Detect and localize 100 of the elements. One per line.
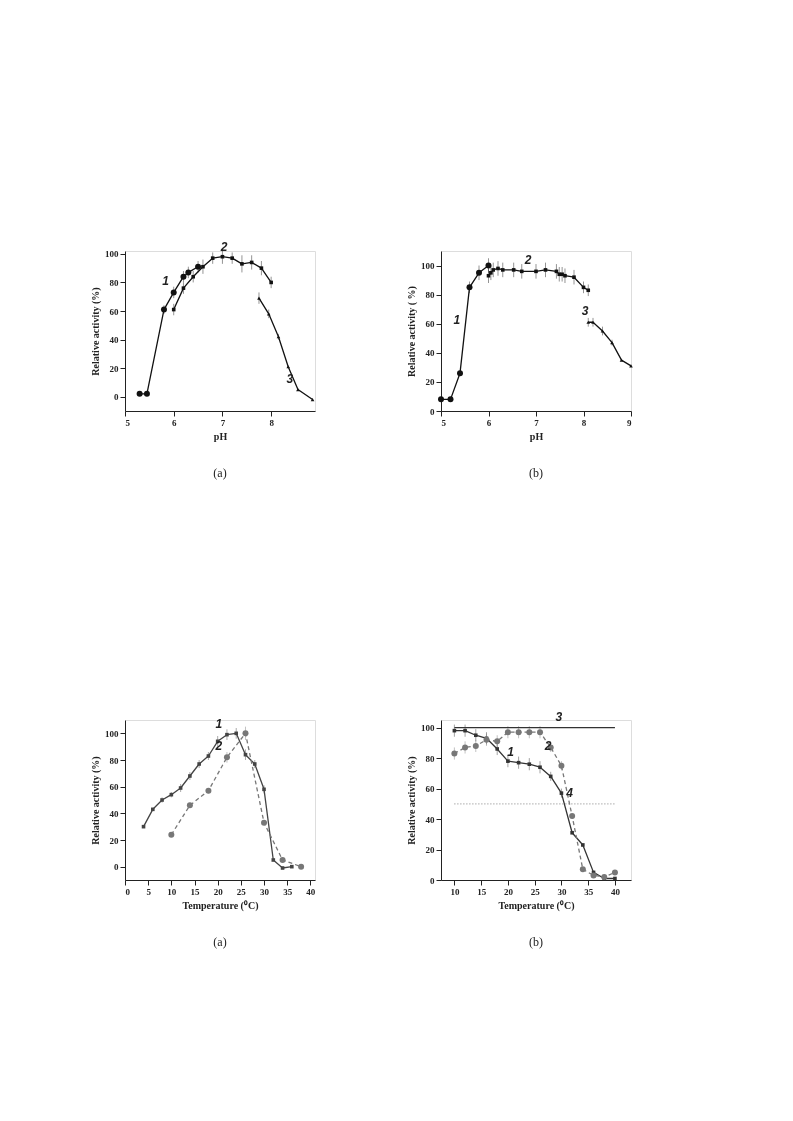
point (611, 869, 618, 876)
point (168, 831, 175, 838)
x-tick-label: 15 (477, 886, 487, 897)
point (586, 288, 591, 293)
point (171, 307, 176, 312)
y-tick-label: 100 (105, 728, 119, 739)
annotation: 2 (543, 738, 552, 753)
annotation: 4 (565, 785, 574, 800)
y-tick-label: 100 (105, 249, 119, 260)
y-axis-title: Relative activity (%) (406, 756, 418, 845)
point (230, 256, 234, 260)
point (269, 280, 273, 285)
y-tick-label: 0 (430, 406, 435, 417)
point (526, 729, 533, 736)
point (473, 733, 478, 738)
y-tick-label: 20 (109, 835, 119, 846)
x-tick-label: 25 (530, 886, 541, 897)
y-tick-label: 40 (109, 335, 119, 346)
x-tick-label: 7 (220, 417, 226, 428)
y-axis-title: Relative activity (%) (90, 287, 102, 376)
point (496, 266, 500, 271)
y-tick-label: 100 (421, 261, 435, 272)
point (476, 269, 482, 276)
point (451, 750, 458, 757)
point (563, 273, 567, 278)
point (506, 759, 510, 763)
x-tick-label: 15 (190, 886, 201, 897)
y-axis-title: Relative activity (%) (90, 756, 102, 845)
annotation: 1 (453, 313, 461, 327)
x-axis-title: pH (529, 430, 544, 442)
point (210, 256, 215, 260)
point (527, 762, 532, 766)
y-tick-label: 0 (430, 875, 435, 886)
annotation: 1 (162, 274, 170, 289)
x-tick-label: 40 (306, 886, 316, 897)
y-tick-label: 20 (109, 363, 119, 374)
annotation: 2 (219, 240, 228, 255)
point (590, 872, 597, 879)
point (586, 320, 591, 324)
x-tick-label: 30 (260, 886, 270, 897)
x-tick-label: 7 (534, 417, 540, 428)
x-tick-label: 40 (610, 886, 621, 897)
point (537, 729, 544, 736)
x-axis-title: pH (213, 430, 228, 442)
y-tick-label: 60 (109, 782, 119, 793)
point (279, 857, 286, 863)
x-tick-label: 30 (557, 886, 567, 897)
point (560, 272, 564, 277)
annotation: 1 (215, 716, 223, 731)
y-tick-label: 60 (425, 784, 435, 795)
point (570, 830, 574, 835)
point (280, 866, 285, 870)
x-tick-label: 8 (581, 417, 587, 428)
point (257, 296, 261, 300)
point (534, 269, 538, 274)
x-tick-label: 0 (125, 886, 131, 897)
y-tick-label: 60 (109, 306, 119, 317)
point (619, 358, 624, 362)
annotation: 2 (523, 253, 532, 268)
point (225, 732, 229, 737)
point (201, 264, 205, 269)
annotation: 2 (214, 739, 223, 754)
point (504, 729, 511, 736)
point (485, 262, 492, 269)
text: (b) (529, 935, 543, 949)
point (581, 843, 585, 847)
point (447, 396, 454, 403)
point (494, 738, 501, 745)
y-tick-label: 0 (114, 392, 119, 403)
y-tick-label: 80 (425, 753, 435, 764)
point (472, 742, 479, 749)
text: (b) (529, 466, 543, 480)
y-tick-label: 0 (114, 862, 119, 873)
point (462, 744, 469, 751)
point (569, 813, 576, 819)
x-tick-label: 10 (167, 886, 177, 897)
text: (a) (213, 935, 227, 949)
x-tick-label: 8 (269, 417, 275, 428)
point (457, 370, 463, 377)
x-tick-label: 6 (486, 417, 492, 428)
point (572, 275, 576, 279)
x-tick-label: 9 (627, 417, 632, 428)
annotation: 3 (286, 371, 294, 386)
y-tick-label: 40 (109, 808, 119, 819)
point (151, 807, 155, 812)
point (290, 864, 294, 869)
point (538, 765, 542, 770)
point (500, 268, 505, 272)
point (519, 269, 524, 274)
point (613, 876, 617, 881)
annotation: 1 (507, 744, 515, 759)
point (242, 730, 249, 737)
point (438, 396, 444, 403)
y-tick-label: 80 (109, 755, 119, 766)
annotation: 3 (581, 304, 589, 319)
annotation: 3 (555, 709, 563, 724)
point (491, 268, 496, 272)
x-tick-label: 5 (441, 417, 447, 428)
x-tick-label: 20 (503, 886, 514, 897)
x-axis-title: Temperature (⁰C) (182, 899, 259, 912)
